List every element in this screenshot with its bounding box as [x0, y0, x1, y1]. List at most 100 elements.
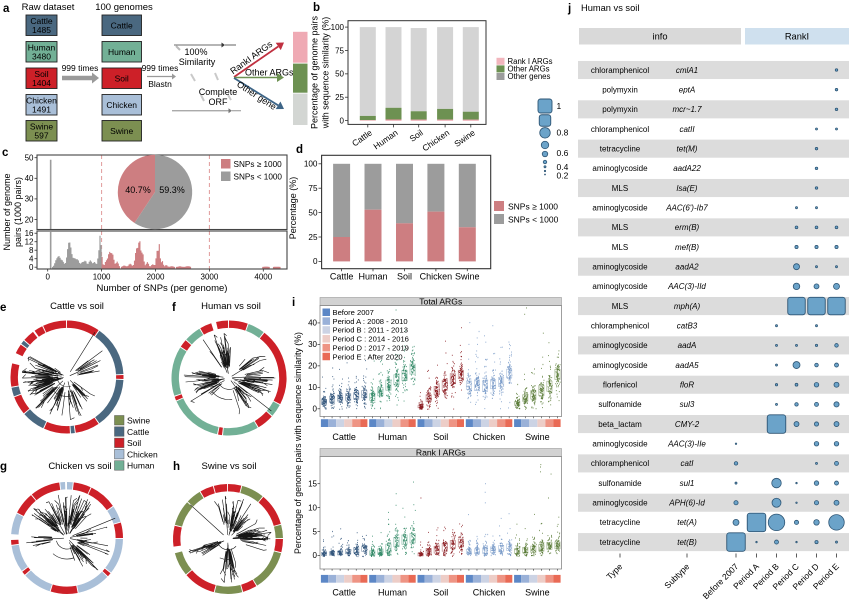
svg-text:sulfonamide: sulfonamide: [598, 400, 642, 409]
svg-text:Soil: Soil: [34, 69, 48, 79]
svg-text:catI: catI: [681, 459, 695, 468]
svg-text:Number of SNPs (per genome): Number of SNPs (per genome): [97, 283, 228, 294]
svg-text:10: 10: [308, 503, 317, 512]
svg-text:Human: Human: [127, 461, 155, 471]
svg-text:Human: Human: [378, 432, 407, 442]
svg-text:Other ARGs: Other ARGs: [245, 68, 294, 78]
svg-text:mph(A): mph(A): [674, 302, 701, 311]
svg-text:AAC(3)-IId: AAC(3)-IId: [667, 282, 706, 291]
svg-text:f: f: [172, 302, 176, 314]
svg-text:ORF: ORF: [209, 97, 229, 107]
svg-text:Other ARGs: Other ARGs: [508, 65, 550, 74]
svg-text:sul3: sul3: [680, 400, 695, 409]
svg-text:Before 2007: Before 2007: [333, 308, 374, 317]
svg-text:4000: 4000: [254, 273, 272, 282]
svg-text:MLS: MLS: [612, 184, 628, 193]
svg-text:sul1: sul1: [680, 479, 695, 488]
svg-text:Human: Human: [108, 47, 136, 57]
svg-text:Percentage (%): Percentage (%): [288, 177, 298, 240]
svg-text:Number of genome: Number of genome: [2, 173, 12, 250]
svg-text:Human: Human: [358, 272, 387, 282]
svg-text:0: 0: [45, 273, 50, 282]
svg-text:sulfonamide: sulfonamide: [598, 479, 642, 488]
svg-text:Swine: Swine: [455, 272, 480, 282]
svg-text:Chicken: Chicken: [473, 432, 506, 442]
svg-text:Swine: Swine: [525, 588, 550, 598]
svg-text:1000: 1000: [93, 273, 111, 282]
svg-text:Raw dataset: Raw dataset: [22, 2, 75, 13]
svg-text:Percentage of genome pairs: Percentage of genome pairs: [310, 15, 320, 129]
svg-text:Period C : 2014 - 2016: Period C : 2014 - 2016: [333, 335, 409, 344]
svg-text:SNPs < 1000: SNPs < 1000: [508, 215, 559, 225]
svg-text:Cattle: Cattle: [111, 21, 133, 31]
svg-text:MLS: MLS: [612, 302, 628, 311]
svg-text:aminoglycoside: aminoglycoside: [592, 341, 648, 350]
svg-text:Soil: Soil: [397, 272, 412, 282]
svg-text:Cattle: Cattle: [30, 16, 52, 26]
svg-text:0: 0: [313, 405, 318, 414]
svg-text:Period A : 2008 - 2010: Period A : 2008 - 2010: [333, 317, 408, 326]
svg-text:100: 100: [304, 160, 318, 169]
svg-text:3480: 3480: [32, 52, 51, 62]
svg-text:Cattle: Cattle: [332, 588, 356, 598]
svg-text:Cattle: Cattle: [330, 272, 354, 282]
svg-text:pairs (1000 pairs): pairs (1000 pairs): [13, 177, 23, 247]
svg-text:info: info: [653, 32, 668, 42]
svg-text:floR: floR: [680, 381, 694, 390]
svg-text:100%: 100%: [184, 47, 207, 57]
svg-text:AAC(6')-Ib7: AAC(6')-Ib7: [665, 203, 708, 212]
svg-text:Human: Human: [28, 43, 56, 53]
svg-text:75: 75: [308, 184, 318, 193]
svg-text:SNPs ≥ 1000: SNPs ≥ 1000: [508, 202, 558, 212]
svg-text:0.2: 0.2: [557, 171, 569, 181]
svg-text:Rank I ARGs: Rank I ARGs: [508, 57, 553, 66]
svg-text:20: 20: [308, 362, 317, 371]
svg-text:aminoglycoside: aminoglycoside: [592, 499, 648, 508]
svg-text:aadA2: aadA2: [675, 263, 699, 272]
svg-text:RankI: RankI: [785, 32, 809, 42]
svg-text:Period E : After 2020: Period E : After 2020: [333, 352, 403, 361]
svg-text:Cattle: Cattle: [332, 432, 356, 442]
svg-text:aadA: aadA: [678, 341, 697, 350]
svg-text:10: 10: [308, 383, 317, 392]
svg-text:aminoglycoside: aminoglycoside: [592, 263, 648, 272]
svg-text:Swine: Swine: [525, 432, 550, 442]
svg-text:Complete: Complete: [199, 87, 238, 97]
svg-text:lsa(E): lsa(E): [677, 184, 698, 193]
svg-text:Swine: Swine: [110, 126, 133, 136]
svg-text:AAC(3)-IIe: AAC(3)-IIe: [667, 440, 706, 449]
svg-text:Human vs soil: Human vs soil: [201, 301, 261, 312]
svg-text:Swine: Swine: [127, 416, 150, 426]
svg-text:tet(B): tet(B): [677, 538, 697, 547]
svg-text:3000: 3000: [201, 273, 219, 282]
svg-text:catII: catII: [679, 125, 695, 134]
svg-text:40.7%: 40.7%: [125, 185, 151, 195]
svg-text:75: 75: [335, 46, 344, 55]
svg-text:mef(B): mef(B): [675, 243, 699, 252]
svg-text:Swine: Swine: [30, 122, 53, 132]
svg-text:40: 40: [308, 319, 317, 328]
svg-text:Chicken: Chicken: [473, 588, 506, 598]
svg-text:florfenicol: florfenicol: [603, 381, 637, 390]
svg-text:Blastn: Blastn: [148, 79, 172, 89]
svg-text:chloramphenicol: chloramphenicol: [591, 322, 649, 331]
svg-text:MLS: MLS: [612, 223, 628, 232]
svg-text:CMY-2: CMY-2: [675, 420, 700, 429]
svg-text:h: h: [173, 461, 180, 473]
svg-text:1485: 1485: [32, 25, 51, 35]
svg-text:Percentage of genome pairs wit: Percentage of genome pairs with sequence…: [293, 332, 303, 554]
svg-text:4: 4: [29, 255, 34, 264]
svg-text:tetracycline: tetracycline: [600, 538, 641, 547]
svg-text:Chicken: Chicken: [26, 96, 57, 106]
svg-text:j: j: [567, 3, 571, 15]
svg-text:25: 25: [308, 233, 318, 242]
svg-text:a: a: [3, 3, 10, 15]
svg-text:catB3: catB3: [677, 322, 698, 331]
svg-text:Other genes: Other genes: [508, 72, 551, 81]
svg-text:59.3%: 59.3%: [159, 185, 185, 195]
svg-text:999 times: 999 times: [142, 63, 179, 73]
svg-text:polymyxin: polymyxin: [602, 105, 638, 114]
svg-text:2000: 2000: [147, 273, 165, 282]
svg-text:aminoglycoside: aminoglycoside: [592, 282, 648, 291]
svg-text:tet(A): tet(A): [677, 518, 697, 527]
